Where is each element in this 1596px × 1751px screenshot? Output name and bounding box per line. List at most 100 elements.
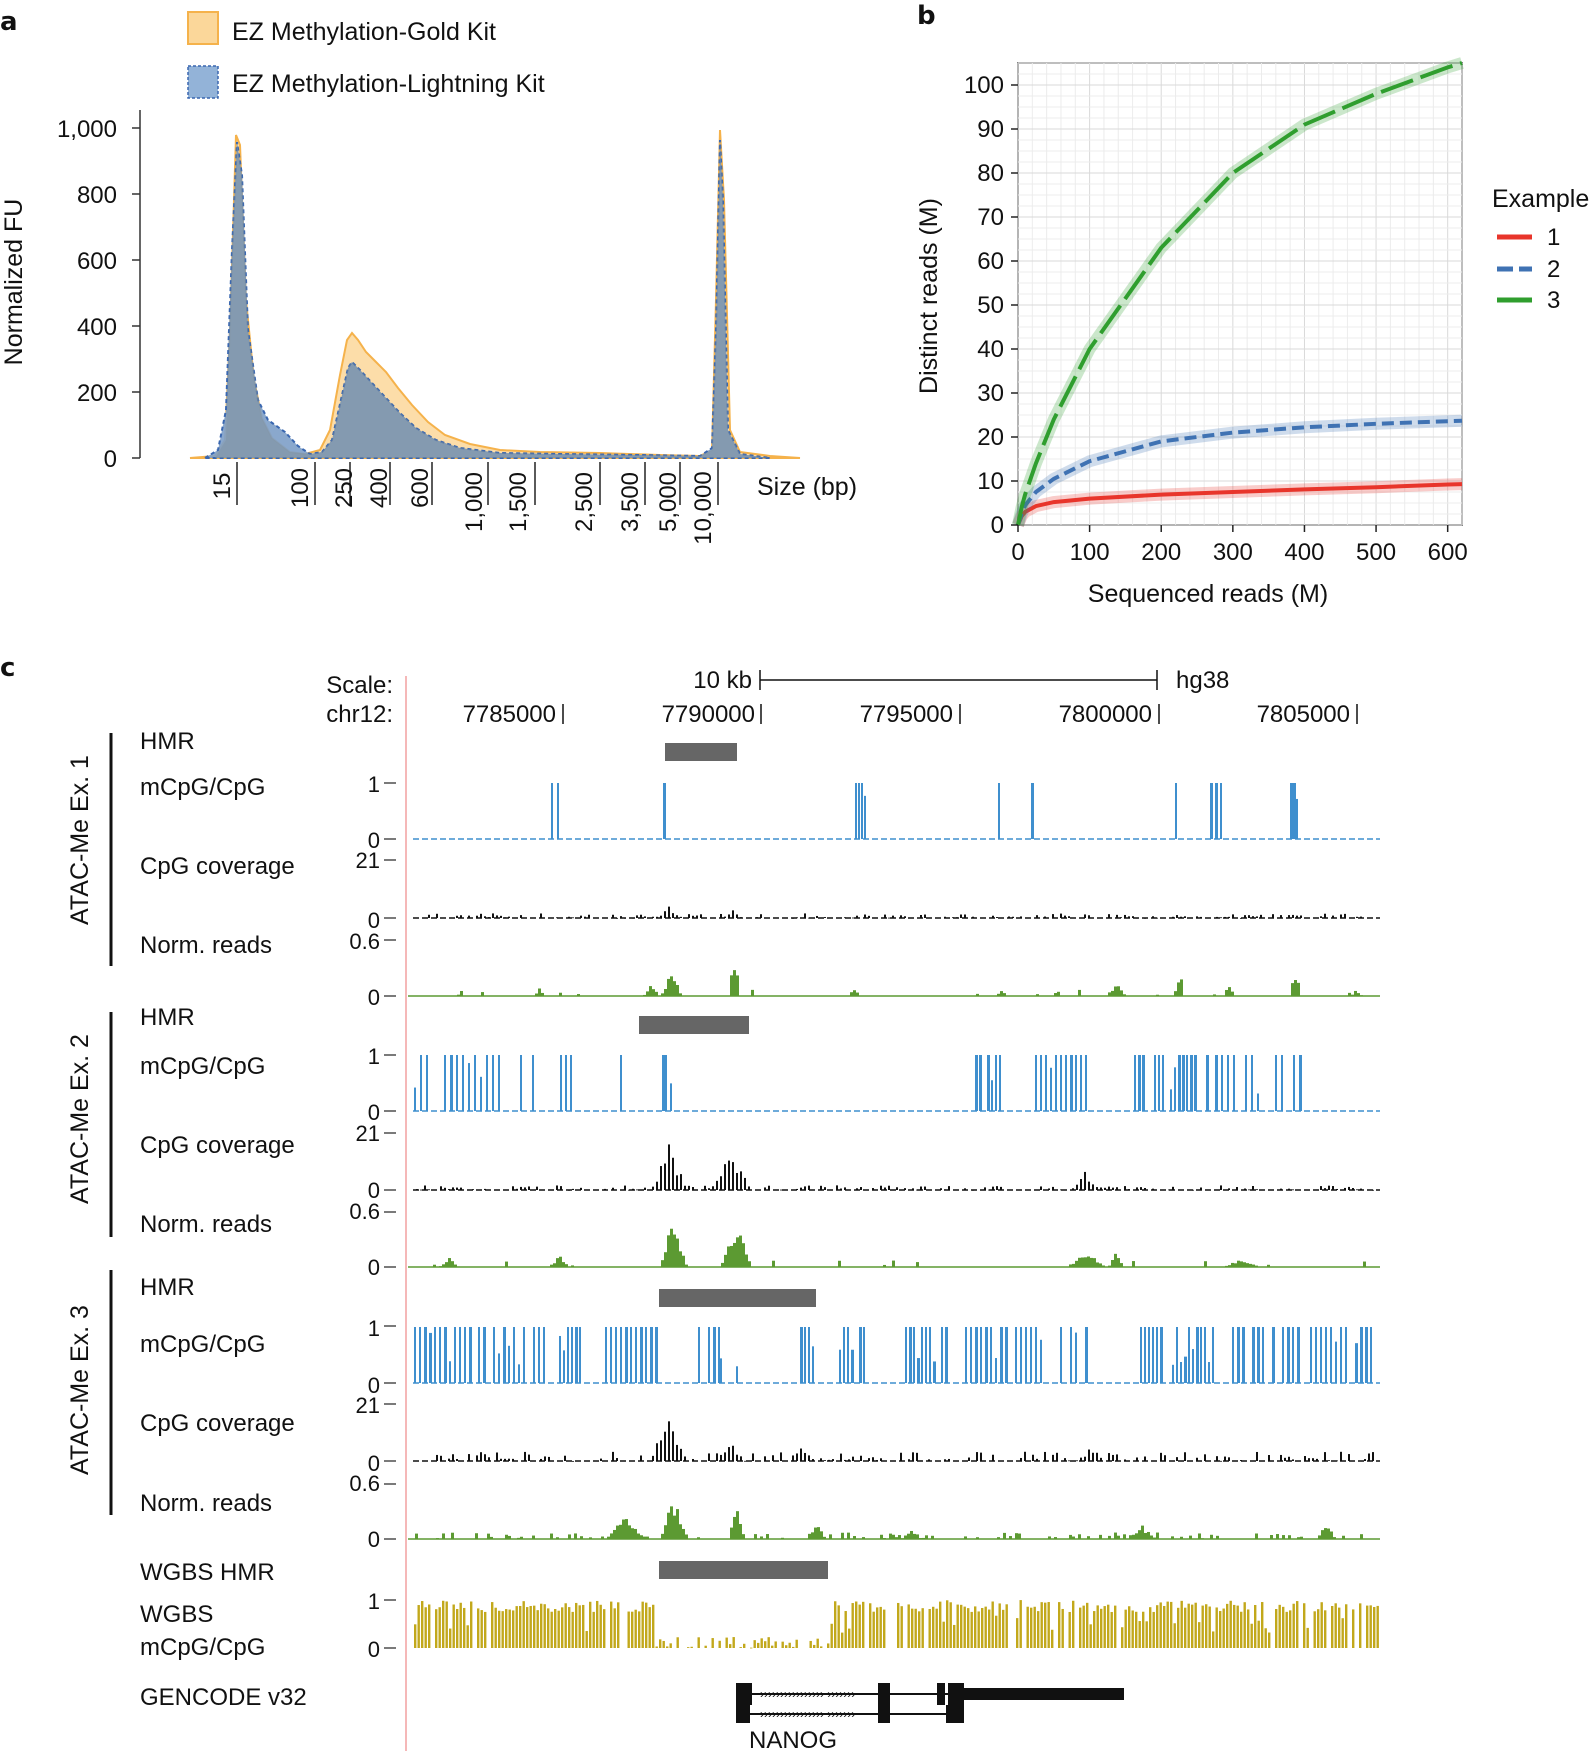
signal-bar — [931, 1535, 934, 1539]
signal-bar — [991, 1601, 994, 1648]
signal-bar — [944, 1459, 946, 1461]
signal-bar — [660, 915, 662, 918]
y-tick-label: 0 — [104, 446, 117, 473]
signal-bar — [907, 1533, 910, 1539]
signal-bar — [444, 1055, 446, 1111]
signal-bar — [1080, 1055, 1082, 1111]
signal-bar — [855, 1601, 858, 1648]
signal-bar — [888, 1185, 890, 1190]
signal-bar — [456, 1608, 459, 1648]
chrom-label: chr12: — [326, 701, 393, 728]
reads-signal — [457, 970, 1363, 997]
scale-max: 0.6 — [349, 929, 380, 954]
signal-bar — [685, 1534, 688, 1539]
signal-bar — [924, 914, 926, 918]
signal-bar — [449, 1361, 451, 1383]
signal-bar — [880, 1534, 883, 1539]
signal-bar — [660, 1440, 662, 1461]
signal-bar — [624, 1185, 626, 1190]
signal-bar — [1030, 1327, 1032, 1383]
legend-swatch-gold — [187, 11, 219, 45]
signal-bar — [643, 1536, 646, 1539]
signal-bar — [992, 1186, 994, 1190]
signal-bar — [1300, 1536, 1303, 1539]
signal-bar — [533, 1605, 536, 1648]
signal-bar — [1084, 1257, 1087, 1267]
panel-a: a EZ Methylation-Gold Kit EZ Methylation… — [0, 7, 857, 545]
signal-bar — [451, 1261, 454, 1267]
coverage-signal — [436, 1421, 1374, 1462]
signal-bar — [551, 783, 553, 839]
signal-bar — [997, 993, 1000, 996]
y-axis-ticks: 0 200 400 600 800 1,000 — [57, 116, 140, 473]
signal-bar — [1198, 1533, 1201, 1539]
signal-bar — [1099, 1263, 1102, 1267]
scale-zero: 0 — [368, 985, 380, 1010]
signal-bar — [736, 1511, 739, 1539]
signal-bar — [916, 1534, 919, 1539]
signal-bar — [1296, 1601, 1299, 1648]
signal-bar — [1142, 1611, 1145, 1648]
signal-bar — [1144, 1187, 1146, 1190]
signal-bar — [1174, 991, 1177, 996]
signal-bar — [645, 1327, 647, 1383]
signal-bar — [1280, 1454, 1282, 1461]
signal-bar — [853, 990, 856, 996]
signal-bar — [1114, 986, 1117, 996]
signal-bar — [543, 1327, 545, 1383]
signal-bar — [745, 1254, 748, 1267]
signal-bar — [1261, 1602, 1264, 1648]
signal-bar — [911, 1608, 914, 1648]
signal-bar — [1316, 1458, 1318, 1461]
signal-bar — [1278, 1604, 1281, 1648]
signal-bar — [1015, 1327, 1017, 1383]
signal-bar — [1257, 1093, 1259, 1111]
signal-bar — [1135, 1611, 1138, 1648]
signal-bar — [1075, 1332, 1077, 1383]
signal-bar — [682, 1528, 685, 1539]
signal-bar — [832, 1459, 834, 1461]
signal-bar — [1054, 1537, 1057, 1539]
signal-bar — [1276, 1534, 1279, 1539]
signal-bar — [984, 1187, 986, 1190]
signal-bar — [1248, 915, 1250, 918]
signal-bar — [1308, 1458, 1310, 1461]
signal-bar — [980, 1452, 982, 1461]
signal-bar — [995, 1055, 997, 1111]
signal-bar — [1170, 1089, 1172, 1111]
signal-bar — [917, 1358, 920, 1383]
signal-bar — [620, 1327, 622, 1383]
signal-bar — [648, 1607, 651, 1648]
signal-bar — [748, 1186, 750, 1190]
signal-bar — [540, 1603, 543, 1648]
signal-bar — [538, 1327, 540, 1383]
signal-bar — [733, 1516, 736, 1539]
signal-bar — [820, 1531, 823, 1539]
signal-bar — [808, 1455, 810, 1461]
signal-bar — [752, 1453, 754, 1461]
signal-bar — [1212, 1631, 1215, 1648]
signal-bar — [659, 1639, 662, 1648]
signal-bar — [914, 1608, 917, 1648]
signal-bar — [724, 1164, 726, 1190]
signal-bar — [725, 1637, 728, 1648]
signal-bar — [1191, 1604, 1194, 1648]
signal-bar — [1204, 1261, 1207, 1267]
signal-bar — [956, 1604, 959, 1648]
signal-bar — [1345, 1604, 1348, 1648]
signal-bar — [733, 1242, 736, 1267]
signal-bar — [565, 1055, 567, 1111]
signal-bar — [975, 1055, 978, 1111]
signal-bar — [481, 992, 484, 996]
wgbs-hmr-block — [659, 1561, 828, 1579]
signal-bar — [720, 1454, 722, 1461]
signal-bar — [1124, 1186, 1126, 1190]
signal-bar — [601, 1536, 604, 1539]
signal-bar — [1128, 916, 1130, 918]
signal-bar — [564, 1455, 566, 1461]
signal-bar — [592, 1611, 595, 1648]
y-tick-label: 800 — [77, 182, 117, 209]
signal-bar — [1260, 914, 1262, 918]
signal-bar — [1288, 1535, 1291, 1539]
signal-bar — [1124, 914, 1126, 918]
